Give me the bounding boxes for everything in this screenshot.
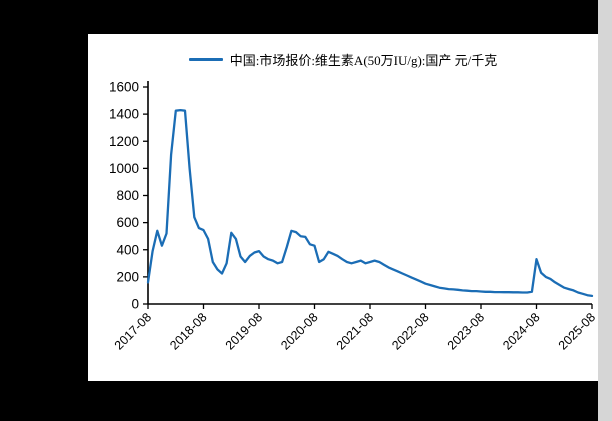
y-axis-tick-label: 1400 bbox=[109, 107, 139, 122]
x-axis-tick-label: 2024-08 bbox=[500, 310, 542, 352]
x-axis-tick-label: 2017-08 bbox=[112, 310, 154, 352]
price-line-chart: 0 200 400 600 800 1000 1200 1400 1600 2017-08 2018… bbox=[109, 80, 598, 353]
y-axis-tick-label: 0 bbox=[131, 297, 139, 312]
y-axis-tick-label: 1000 bbox=[109, 161, 139, 176]
y-axis-tick-label: 1600 bbox=[109, 80, 139, 95]
y-axis-tick-label: 200 bbox=[116, 269, 139, 284]
y-axis-tick-label: 1200 bbox=[109, 134, 139, 149]
y-axis-tick-label: 800 bbox=[116, 188, 139, 203]
y-axis-tick-label: 600 bbox=[116, 215, 139, 230]
x-axis-tick-label: 2021-08 bbox=[334, 310, 376, 352]
x-axis-tick-label: 2018-08 bbox=[167, 310, 209, 352]
x-axis-tick-label: 2022-08 bbox=[389, 310, 431, 352]
x-axis-tick-label: 2023-08 bbox=[445, 310, 487, 352]
chart-legend: 中国:市场报价:维生素A(50万IU/g):国产 元/千克 bbox=[88, 50, 598, 69]
legend-line-swatch bbox=[188, 58, 223, 61]
legend-label: 中国:市场报价:维生素A(50万IU/g):国产 元/千克 bbox=[229, 53, 498, 68]
right-gutter bbox=[598, 0, 612, 421]
x-axis-tick-label: 2019-08 bbox=[223, 310, 265, 352]
x-axis-tick-label: 2020-08 bbox=[278, 310, 320, 352]
chart-panel: 中国:市场报价:维生素A(50万IU/g):国产 元/千克 0 200 400 600… bbox=[88, 34, 598, 381]
y-axis-tick-label: 400 bbox=[116, 242, 139, 257]
price-series-line bbox=[146, 108, 594, 298]
x-axis-tick-label: 2025-08 bbox=[556, 310, 598, 352]
